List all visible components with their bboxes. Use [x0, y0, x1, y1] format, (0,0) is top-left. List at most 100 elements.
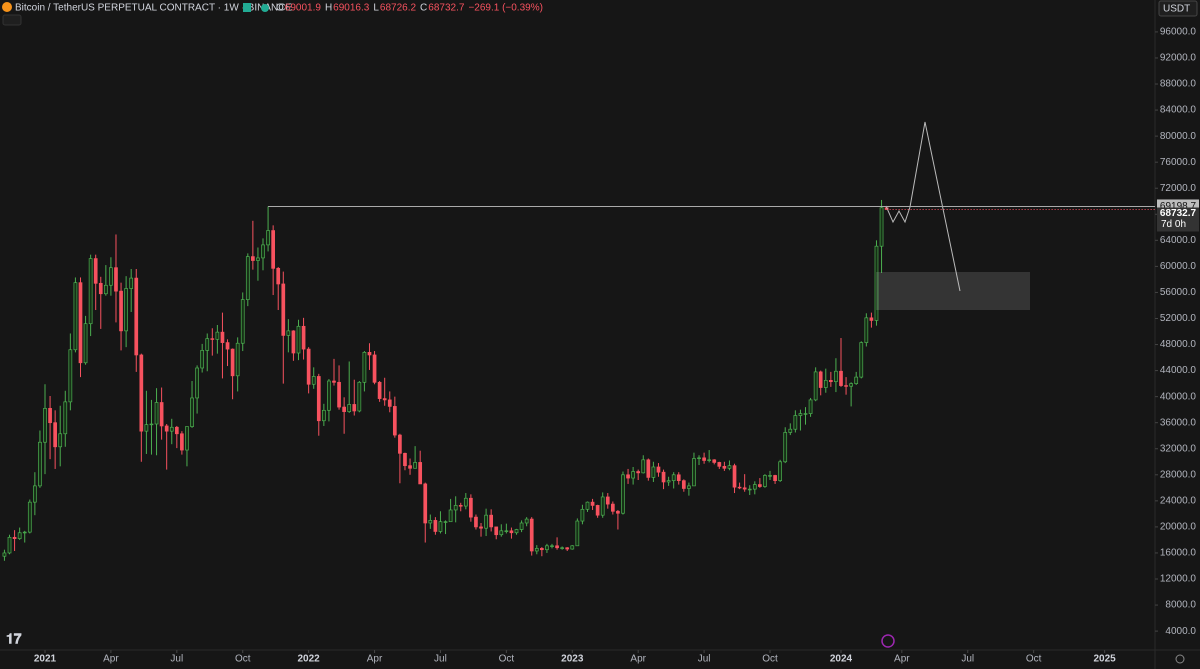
candle-body — [555, 545, 559, 549]
last-price-tag — [1157, 207, 1199, 232]
candle-body — [306, 348, 311, 385]
candle-body — [266, 230, 270, 246]
legend-change: −269.1 (−0.39%) — [468, 3, 543, 14]
candle-body — [337, 381, 341, 408]
candle-body — [103, 284, 108, 295]
y-tick-label: 80000.0 — [1160, 131, 1197, 142]
candle-body — [494, 526, 499, 536]
candle-body — [2, 552, 7, 557]
currency-button[interactable] — [1158, 0, 1198, 17]
y-tick-label: 96000.0 — [1160, 27, 1197, 38]
candle-body — [732, 465, 737, 488]
candle-body — [595, 505, 600, 516]
candle-body — [489, 514, 494, 528]
symbol-title[interactable]: Bitcoin / TetherUS PERPETUAL CONTRACT · … — [15, 3, 292, 14]
x-tick-label: Apr — [894, 654, 910, 665]
legend-value: 68726.2 — [380, 3, 417, 14]
candle-body — [382, 398, 387, 401]
candle-body — [311, 376, 316, 385]
last-price-label: 68732.7 — [1160, 208, 1197, 219]
candle-body — [428, 520, 433, 524]
candle-body — [839, 370, 843, 386]
candle-body — [398, 434, 402, 454]
candle-body — [387, 399, 392, 407]
candle-body — [479, 526, 483, 529]
legend-key: L — [373, 3, 379, 14]
y-tick-label: 20000.0 — [1160, 522, 1197, 533]
candle-body — [717, 462, 722, 467]
candle-body — [418, 462, 423, 485]
candle-body — [778, 461, 783, 482]
candle-body — [808, 399, 813, 414]
candle-body — [529, 518, 534, 552]
x-tick-label: 2022 — [298, 654, 321, 665]
x-tick-label: Jul — [434, 654, 447, 665]
rectangle-drawing[interactable] — [876, 272, 1030, 310]
currency-label[interactable]: USDT — [1163, 4, 1190, 15]
x-tick-label: Apr — [103, 654, 119, 665]
candle-body — [849, 383, 853, 387]
x-tick-label: Oct — [499, 654, 515, 665]
candle-body — [22, 531, 27, 534]
candle-body — [78, 282, 83, 364]
collapse-button[interactable] — [2, 14, 22, 26]
candle-body — [707, 459, 712, 461]
y-tick-label: 16000.0 — [1160, 548, 1197, 559]
candle-body — [129, 277, 134, 289]
horizontal-line-label: 69198.7 — [1160, 201, 1197, 212]
candle-body — [230, 348, 235, 377]
candle-body — [742, 487, 747, 490]
candle-body — [357, 381, 362, 412]
settings-icon[interactable] — [1175, 654, 1185, 664]
candle-body — [626, 474, 630, 479]
candle-body — [879, 207, 884, 247]
candle-body — [621, 474, 625, 514]
candle-body — [773, 475, 777, 482]
x-tick-label: 2021 — [34, 654, 57, 665]
legend-value: 69016.3 — [333, 3, 370, 14]
y-tick-label: 84000.0 — [1160, 105, 1197, 116]
y-tick-label: 4000.0 — [1165, 626, 1196, 637]
candle-body — [681, 480, 686, 489]
candle-body — [854, 376, 859, 384]
candle-body — [453, 505, 458, 511]
candle-body — [458, 505, 463, 507]
path-drawing[interactable] — [885, 121, 961, 292]
candle-body — [798, 413, 803, 416]
candle-body — [813, 371, 818, 401]
y-tick-label: 60000.0 — [1160, 261, 1197, 272]
candle-body — [185, 426, 189, 451]
candle-body — [646, 459, 651, 478]
candle-body — [545, 545, 549, 551]
y-tick-label: 72000.0 — [1160, 183, 1197, 194]
candle-body — [463, 497, 468, 507]
candle-body — [570, 545, 575, 550]
candle-body — [504, 530, 509, 532]
candle-body — [48, 408, 52, 424]
candle-body — [286, 330, 291, 336]
candle-body — [651, 466, 656, 478]
candle-body — [73, 282, 78, 351]
candle-body — [676, 474, 681, 482]
candle-body — [362, 352, 367, 383]
y-tick-label: 32000.0 — [1160, 443, 1197, 454]
candle-body — [443, 521, 448, 523]
candle-body — [859, 342, 864, 378]
legend-key: C — [420, 3, 427, 14]
tv-logo[interactable]: 𝟏𝟕 — [6, 631, 22, 647]
candle-body — [519, 522, 524, 530]
candle-body — [225, 342, 230, 350]
x-tick-label: 2024 — [830, 654, 853, 665]
candle-body — [12, 536, 17, 539]
y-tick-label: 12000.0 — [1160, 574, 1197, 585]
candle-body — [149, 423, 154, 426]
x-tick-label: Jul — [961, 654, 974, 665]
candle-body — [484, 514, 488, 529]
candle-body — [671, 474, 676, 482]
candle-body — [575, 520, 580, 547]
candle-body — [291, 330, 296, 354]
event-icon[interactable] — [881, 634, 895, 648]
candle-body — [144, 424, 149, 432]
x-tick-label: Oct — [235, 654, 251, 665]
y-tick-label: 88000.0 — [1160, 79, 1197, 90]
